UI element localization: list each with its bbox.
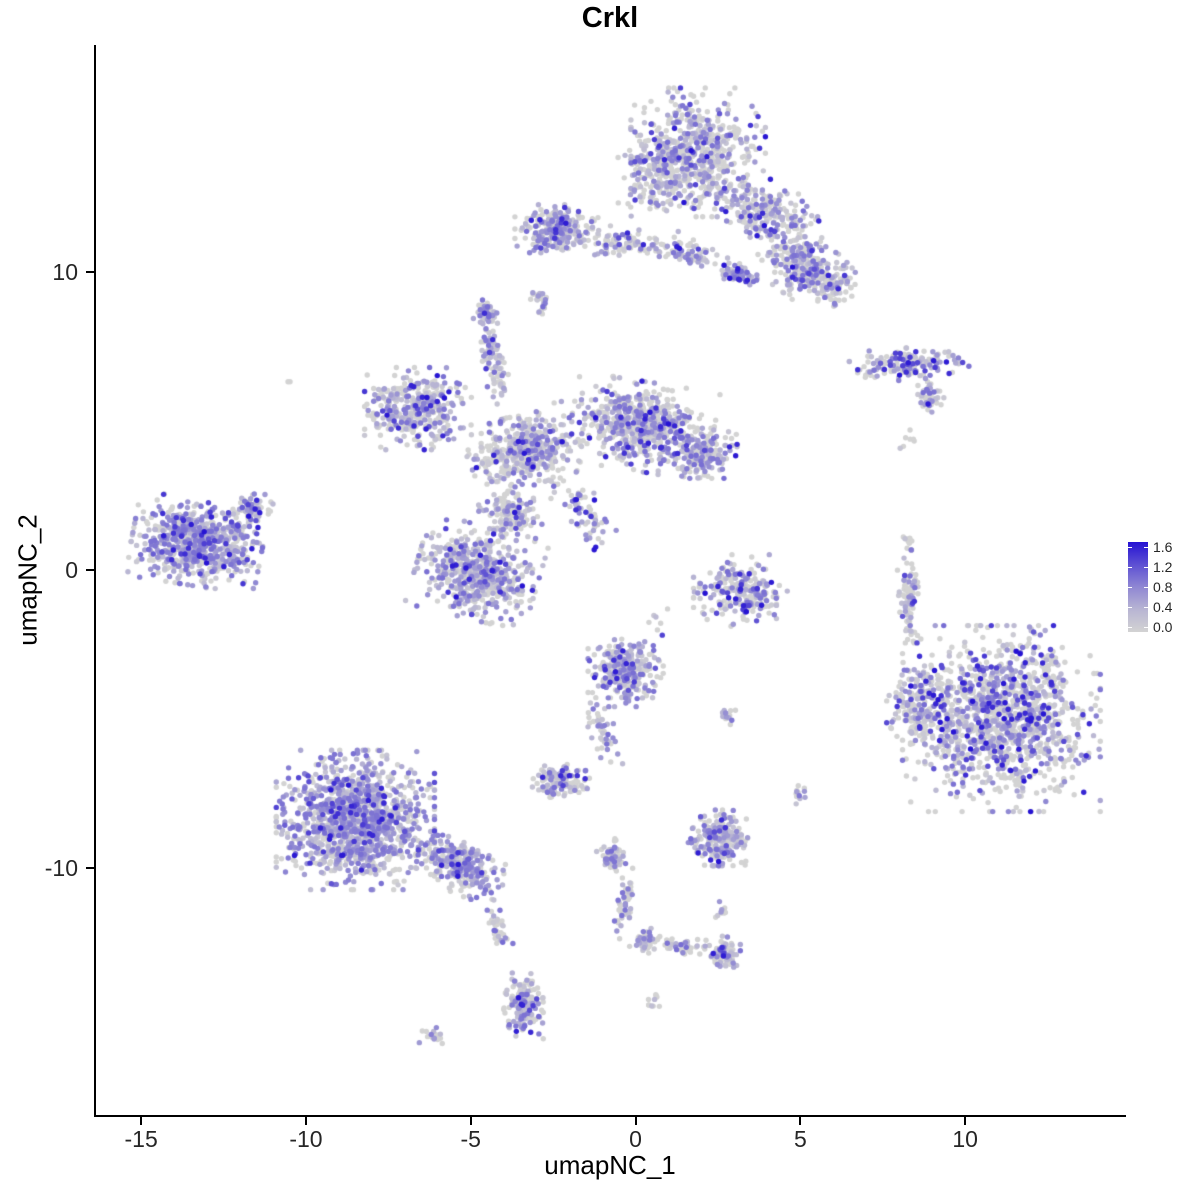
legend-tick-label: 1.6 (1153, 539, 1173, 555)
y-axis-label: umapNC_2 (12, 514, 43, 646)
x-axis-label: umapNC_1 (544, 1150, 676, 1180)
x-tick-label: -10 (289, 1126, 323, 1152)
x-tick-mark (140, 1117, 143, 1125)
legend-tick-mark (1144, 567, 1148, 568)
legend-tick-label: 1.2 (1153, 559, 1173, 575)
legend-tick-mark (1144, 587, 1148, 588)
legend-tick-mark (1128, 567, 1132, 568)
y-tick-mark (86, 866, 94, 869)
x-tick-mark (964, 1117, 967, 1125)
x-tick-mark (799, 1117, 802, 1125)
x-tick-label: -5 (460, 1126, 481, 1152)
legend-tick-label: 0.4 (1153, 599, 1173, 615)
y-tick-label: 10 (52, 258, 78, 285)
x-axis-line (94, 1115, 1126, 1117)
legend-tick-mark (1128, 607, 1132, 608)
y-tick-mark (86, 270, 94, 273)
legend-tick-mark (1128, 627, 1132, 628)
legend-gradient-bar (1128, 542, 1148, 632)
y-axis-line (94, 45, 96, 1117)
x-tick-label: 0 (629, 1126, 642, 1152)
legend-tick-label: 0.8 (1153, 579, 1173, 595)
x-tick-mark (634, 1117, 637, 1125)
x-tick-label: 10 (952, 1126, 978, 1152)
y-tick-label: 0 (65, 556, 78, 583)
legend-tick-label: 0.0 (1153, 619, 1173, 635)
x-tick-mark (469, 1117, 472, 1125)
y-tick-mark (86, 568, 94, 571)
legend-tick-mark (1128, 587, 1132, 588)
legend-tick-mark (1144, 607, 1148, 608)
x-tick-label: 5 (793, 1126, 807, 1152)
expression-legend: 1.6 1.2 0.8 0.4 0.0 (1128, 539, 1200, 638)
x-tick-label: -15 (124, 1126, 158, 1152)
legend-tick-mark (1144, 547, 1148, 548)
y-tick-label: -10 (44, 854, 78, 881)
x-tick-mark (304, 1117, 307, 1125)
legend-tick-mark (1144, 627, 1148, 628)
legend-tick-mark (1128, 547, 1132, 548)
plot-title: Crkl (581, 2, 639, 34)
